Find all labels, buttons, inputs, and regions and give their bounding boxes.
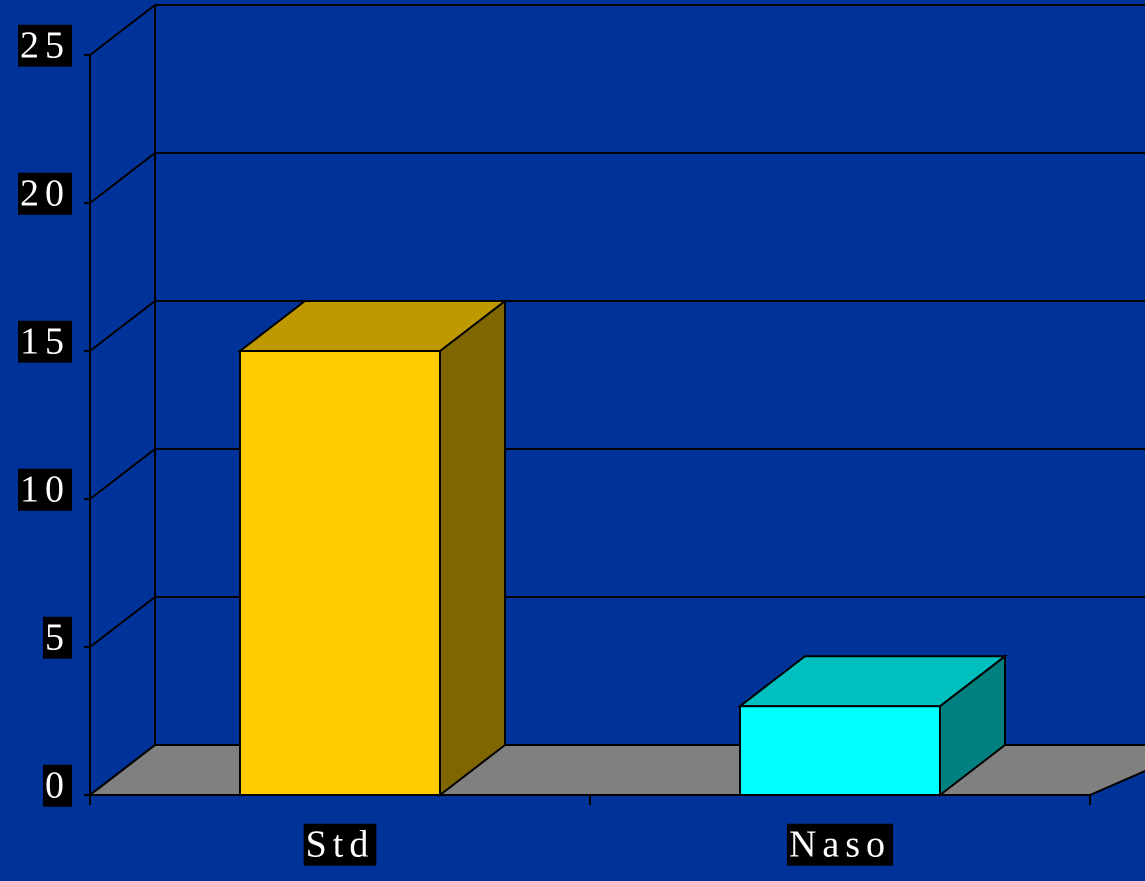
label-background (18, 172, 72, 215)
grid-line-side (89, 448, 156, 500)
grid-line-side (89, 744, 156, 796)
grid-line-side (89, 152, 156, 204)
y-tick-label: 5 (45, 617, 70, 659)
label-background (18, 24, 72, 67)
grid-line-side (89, 300, 156, 352)
y-tick-label: 0 (45, 765, 70, 807)
label-background (303, 823, 377, 866)
x-tick-label: Naso (789, 824, 891, 866)
bar (239, 350, 441, 796)
label-background (43, 764, 72, 807)
grid-line-side (89, 596, 156, 648)
y-tick-label: 15 (20, 321, 70, 363)
label-background (786, 823, 894, 866)
label-background (43, 616, 72, 659)
y-tick-label: 20 (20, 173, 70, 215)
grid-line-side (89, 4, 156, 56)
label-background (18, 468, 72, 511)
bar (739, 705, 941, 797)
x-tick-label: Std (306, 824, 375, 866)
y-tick-label: 25 (20, 25, 70, 67)
y-tick-label: 10 (20, 469, 70, 511)
label-background (18, 320, 72, 363)
bar-side (439, 298, 506, 798)
